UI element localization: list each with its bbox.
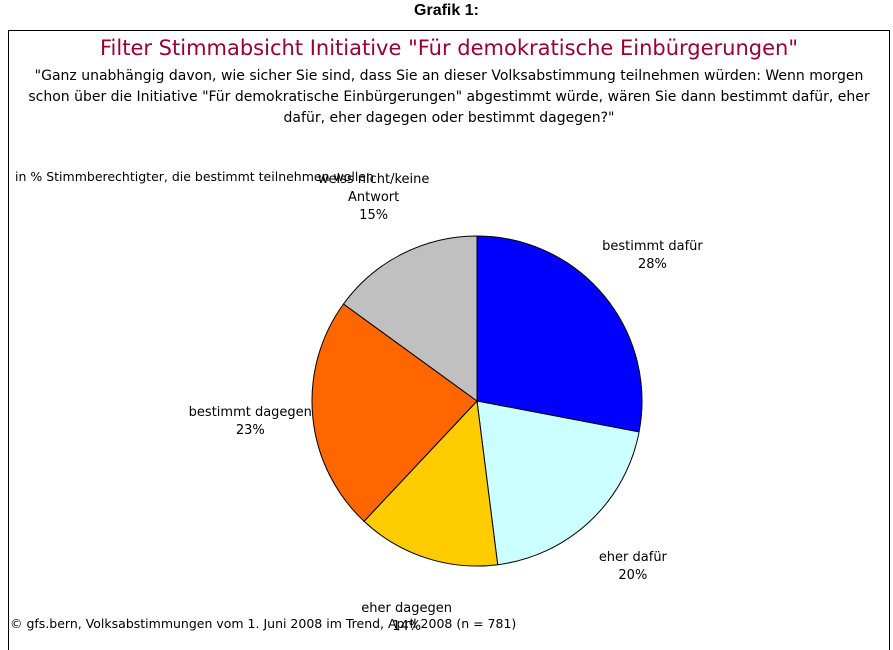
frame	[8, 30, 890, 650]
pie-slice	[311, 303, 478, 522]
chart-title: Filter Stimmabsicht Initiative "Für demo…	[99, 36, 799, 60]
pie-slice	[476, 400, 640, 566]
source: © gfs.bern, Volksabstimmungen vom 1. Jun…	[10, 616, 517, 631]
category-label: weiss nicht/keine Antwort	[317, 172, 430, 206]
heading: Grafik 1:	[414, 2, 479, 19]
value-label: 23%	[235, 423, 265, 439]
value-label: 28%	[637, 256, 667, 272]
pie-slice	[342, 235, 478, 402]
slice-label: eher dagegen 14%	[332, 600, 482, 636]
question: "Ganz unabhängig davon, wie sicher Sie s…	[28, 68, 870, 126]
slice-label: bestimmt dagegen 23%	[175, 404, 325, 440]
pie-slice	[476, 235, 643, 433]
slice-label: bestimmt dafür 28%	[577, 238, 727, 274]
page: {"heading": "Grafik 1:", "chart_data": {…	[8, 2, 890, 650]
pie-slice	[363, 399, 499, 567]
category-label: bestimmt dagegen	[188, 405, 312, 421]
slice-label: eher dafür 20%	[558, 549, 708, 585]
category-label: eher dafür	[598, 549, 667, 565]
subtitle: in % Stimmberechtigter, die bestimmt tei…	[15, 169, 374, 184]
value-label: 15%	[359, 208, 389, 224]
value-label: 14%	[392, 618, 422, 634]
category-label: eher dagegen	[361, 600, 452, 616]
category-label: bestimmt dafür	[602, 238, 703, 254]
pie-chart	[311, 235, 643, 567]
slice-label: weiss nicht/keine Antwort 15%	[299, 171, 449, 225]
value-label: 20%	[618, 567, 648, 583]
